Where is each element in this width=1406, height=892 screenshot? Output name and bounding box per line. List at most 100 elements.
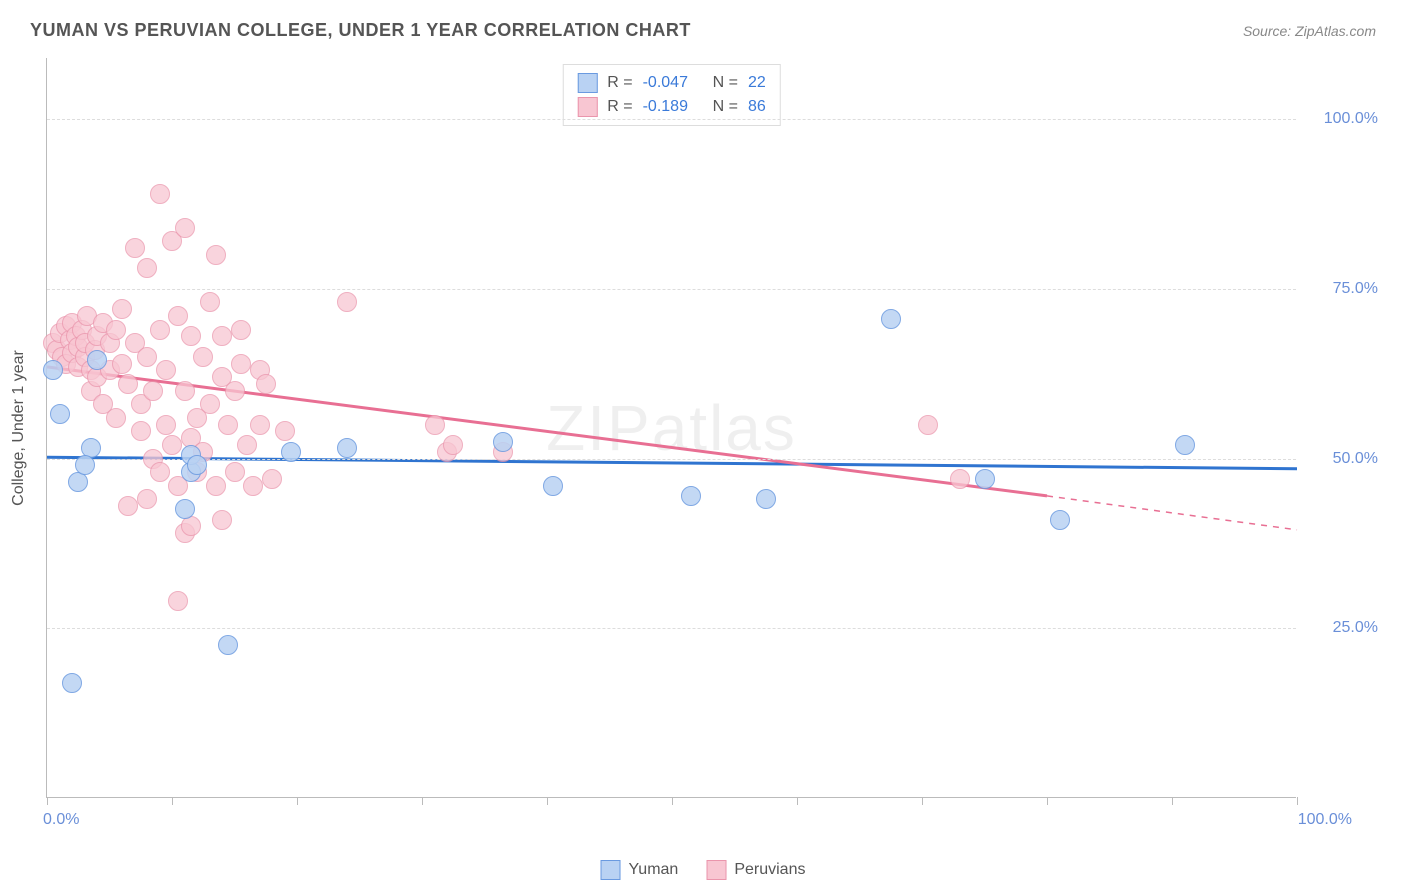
x-axis-min-label: 0.0% <box>43 811 79 829</box>
peruvian-marker <box>156 360 176 380</box>
peruvian-marker <box>175 218 195 238</box>
peruvian-marker <box>168 306 188 326</box>
yuman-marker <box>1050 510 1070 530</box>
peruvian-marker <box>106 320 126 340</box>
r-value: -0.189 <box>643 98 703 116</box>
peruvian-marker <box>275 421 295 441</box>
x-tick <box>797 797 798 805</box>
y-tick-label: 50.0% <box>1333 450 1378 468</box>
peruvian-marker <box>181 326 201 346</box>
legend-swatch <box>577 97 597 117</box>
peruvian-marker <box>125 238 145 258</box>
peruvian-marker <box>137 347 157 367</box>
peruvian-marker <box>231 320 251 340</box>
yuman-marker <box>43 360 63 380</box>
x-tick <box>1047 797 1048 805</box>
x-axis-max-label: 100.0% <box>1298 811 1352 829</box>
n-value: 22 <box>748 74 766 92</box>
n-label: N = <box>713 98 738 116</box>
yuman-marker <box>50 404 70 424</box>
yuman-marker <box>975 469 995 489</box>
yuman-marker <box>75 455 95 475</box>
stats-legend: R = -0.047 N = 22 R = -0.189 N = 86 <box>562 64 780 126</box>
x-tick <box>1297 797 1298 805</box>
n-value: 86 <box>748 98 766 116</box>
peruvian-marker <box>168 591 188 611</box>
peruvian-marker <box>131 421 151 441</box>
peruvian-marker <box>206 476 226 496</box>
peruvian-marker <box>118 496 138 516</box>
y-axis-title: College, Under 1 year <box>10 350 28 506</box>
peruvian-marker <box>250 415 270 435</box>
y-tick-label: 75.0% <box>1333 280 1378 298</box>
peruvian-marker <box>143 381 163 401</box>
peruvian-marker <box>200 292 220 312</box>
peruvian-marker <box>243 476 263 496</box>
legend-swatch <box>601 860 621 880</box>
scatter-chart: College, Under 1 year ZIPatlas R =-0.047… <box>46 58 1296 798</box>
watermark: ZIPatlas <box>546 391 797 465</box>
peruvian-marker <box>237 435 257 455</box>
peruvian-marker <box>162 435 182 455</box>
peruvian-marker <box>231 354 251 374</box>
yuman-marker <box>881 309 901 329</box>
yuman-marker <box>281 442 301 462</box>
yuman-marker <box>218 635 238 655</box>
x-tick <box>172 797 173 805</box>
series-legend: Yuman Peruvians <box>601 860 806 880</box>
source-credit: Source: ZipAtlas.com <box>1243 23 1376 39</box>
peruvian-marker <box>150 462 170 482</box>
peruvian-marker <box>218 415 238 435</box>
peruvian-marker <box>150 184 170 204</box>
peruvian-marker <box>112 299 132 319</box>
gridline <box>47 119 1296 120</box>
yuman-marker <box>175 499 195 519</box>
peruvian-marker <box>150 320 170 340</box>
peruvian-marker <box>118 374 138 394</box>
r-label: R = <box>607 74 632 92</box>
x-tick <box>47 797 48 805</box>
x-tick <box>422 797 423 805</box>
peruvian-marker <box>137 258 157 278</box>
peruvian-marker <box>112 354 132 374</box>
n-label: N = <box>713 74 738 92</box>
x-tick <box>547 797 548 805</box>
stats-legend-row: R = -0.047 N = 22 <box>577 71 765 95</box>
yuman-marker <box>1175 435 1195 455</box>
yuman-marker <box>756 489 776 509</box>
x-tick <box>1172 797 1173 805</box>
peruvian-marker <box>918 415 938 435</box>
peruvian-marker <box>175 381 195 401</box>
legend-swatch <box>577 73 597 93</box>
series-legend-item: Peruvians <box>706 860 805 880</box>
peruvian-marker <box>106 408 126 428</box>
legend-swatch <box>706 860 726 880</box>
yuman-marker <box>337 438 357 458</box>
series-legend-item: Yuman <box>601 860 679 880</box>
peruvian-marker <box>262 469 282 489</box>
y-tick-label: 25.0% <box>1333 619 1378 637</box>
peruvian-marker <box>443 435 463 455</box>
yuman-marker <box>493 432 513 452</box>
yuman-marker <box>543 476 563 496</box>
gridline <box>47 628 1296 629</box>
yuman-marker <box>87 350 107 370</box>
peruvian-marker <box>337 292 357 312</box>
yuman-marker <box>62 673 82 693</box>
r-label: R = <box>607 98 632 116</box>
peruvian-marker <box>212 326 232 346</box>
y-tick-label: 100.0% <box>1324 110 1378 128</box>
gridline <box>47 289 1296 290</box>
peruvian-marker <box>225 381 245 401</box>
chart-title: YUMAN VS PERUVIAN COLLEGE, UNDER 1 YEAR … <box>30 20 691 41</box>
peruvian-marker <box>206 245 226 265</box>
x-tick <box>922 797 923 805</box>
yuman-marker <box>681 486 701 506</box>
gridline <box>47 459 1296 460</box>
r-value: -0.047 <box>643 74 703 92</box>
peruvian-marker <box>156 415 176 435</box>
peruvian-marker <box>950 469 970 489</box>
peruvian-marker <box>225 462 245 482</box>
series-label: Yuman <box>629 861 679 879</box>
peruvian-marker <box>200 394 220 414</box>
